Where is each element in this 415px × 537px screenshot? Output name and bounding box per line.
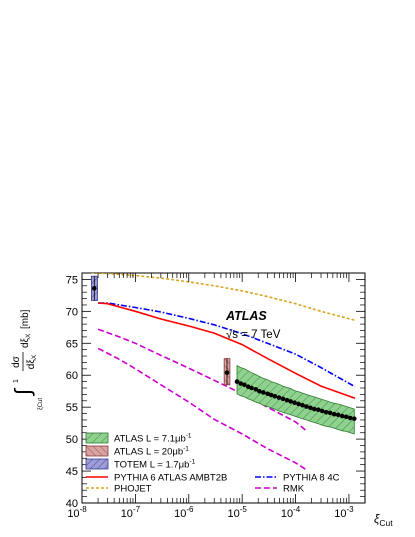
- series-rmk-lower: [97, 347, 307, 471]
- legend-label-atlas-l-7-1-b: ATLAS L = 7.1μb-1: [114, 433, 192, 445]
- y-tick-label: 55: [66, 402, 78, 414]
- legend-swatch-atlas-l-20-b: [85, 445, 109, 457]
- atlas-7-point: [351, 416, 357, 421]
- atlas-7-point: [319, 408, 325, 414]
- y-tick-label: 70: [66, 306, 78, 318]
- y-label-unit: [mb]: [20, 309, 31, 329]
- atlas-7-point: [300, 402, 305, 408]
- atlas-7-point: [261, 390, 266, 395]
- atlas-7-point: [292, 400, 297, 405]
- y-tick-label: 75: [66, 274, 78, 286]
- x-tick-label: 10-5: [227, 505, 247, 520]
- legend-label-totem-l-1-7-b: TOTEM L = 1.7μb-1: [114, 459, 196, 471]
- x-axis-label: ξCut: [374, 512, 393, 528]
- atlas-7-point: [343, 414, 349, 420]
- atlas-7-point: [308, 405, 313, 411]
- atlas-7-point: [335, 412, 341, 418]
- atlas-7-point: [242, 382, 247, 388]
- atlas-7-point: [339, 413, 345, 419]
- x-axis: 10-8 10-7 10-6 10-5 10-4 10-3: [67, 273, 366, 520]
- y-axis: 40 45 50 55 60 65 70 75: [66, 272, 365, 510]
- legend-label-phojet: PHOJET: [114, 484, 152, 495]
- legend-swatch-totem-l-1-7-b: [85, 458, 109, 470]
- atlas-7-point: [323, 409, 329, 415]
- energy-label: √s = 7 TeV: [226, 328, 281, 341]
- legend-label-pythia-6-atlas-ambt2b: PYTHIA 6 ATLAS AMBT2B: [114, 473, 227, 484]
- atlas-7-band: [236, 364, 355, 435]
- atlas-7-point: [238, 381, 244, 386]
- atlas-7-point: [249, 385, 254, 391]
- x-tick-label: 10-7: [121, 505, 141, 520]
- atlas-7-point: [288, 399, 293, 404]
- data-points: [92, 276, 357, 421]
- atlas-7-point: [327, 410, 333, 416]
- model-curves: [91, 273, 356, 471]
- y-tick-label: 45: [66, 466, 78, 478]
- y-label-differential: dξX: [20, 333, 32, 348]
- series-rmk: [97, 328, 307, 432]
- atlas-7-point: [347, 415, 353, 421]
- series-pythia-8-4c: [98, 302, 356, 388]
- y-label-fraction-bottom: dξX: [26, 354, 38, 369]
- atlas-7-point: [257, 388, 262, 394]
- experiment-label: ATLAS: [225, 309, 267, 323]
- atlas-7-point: [284, 397, 290, 403]
- x-tick-label: 10-8: [67, 505, 87, 520]
- y-label-fraction-top: dσ: [11, 355, 22, 368]
- y-tick-label: 60: [66, 370, 78, 382]
- y-tick-label: 65: [66, 338, 78, 350]
- y-label-integral-upper: 1: [13, 379, 20, 383]
- atlas-7-point: [312, 406, 317, 412]
- atlas-7-point: [253, 386, 259, 392]
- atlas-7-point: [234, 379, 240, 384]
- y-axis-label: ∫ 1 ξCut dσ dξX dξX [mb]: [10, 309, 44, 410]
- legend-label-atlas-l-20-b: ATLAS L = 20μb-1: [114, 446, 189, 458]
- atlas-7-point: [296, 401, 301, 407]
- y-tick-label: 40: [66, 498, 78, 510]
- atlas-7-point: [331, 411, 337, 417]
- series-pythia-6-atlas-ambt2b: [98, 302, 356, 399]
- series-phojet: [91, 273, 356, 322]
- y-tick-label: 50: [66, 434, 78, 446]
- x-tick-label: 10-4: [281, 505, 301, 520]
- atlas-7-point: [276, 395, 282, 400]
- totem-point: [92, 286, 97, 291]
- y-label-integral: ∫: [10, 387, 35, 397]
- x-tick-label: 10-3: [334, 505, 354, 520]
- legend-swatch-atlas-l-7-1-b: [85, 432, 109, 444]
- atlas-7-point: [280, 396, 286, 402]
- atlas-7-point: [268, 392, 274, 398]
- atlas-20-point: [224, 370, 230, 375]
- atlas-7-point: [265, 391, 270, 397]
- atlas-7-point: [272, 394, 278, 399]
- legend-label-pythia-8-4c: PYTHIA 8 4C: [283, 473, 340, 484]
- legend-label-rmk: RMK: [283, 484, 305, 495]
- x-tick-label: 10-6: [174, 505, 194, 520]
- atlas-7-point: [316, 407, 321, 413]
- y-label-integral-lower: ξCut: [38, 398, 44, 410]
- x-axis-label-subscript: Cut: [379, 518, 393, 528]
- atlas-7-point: [304, 404, 309, 409]
